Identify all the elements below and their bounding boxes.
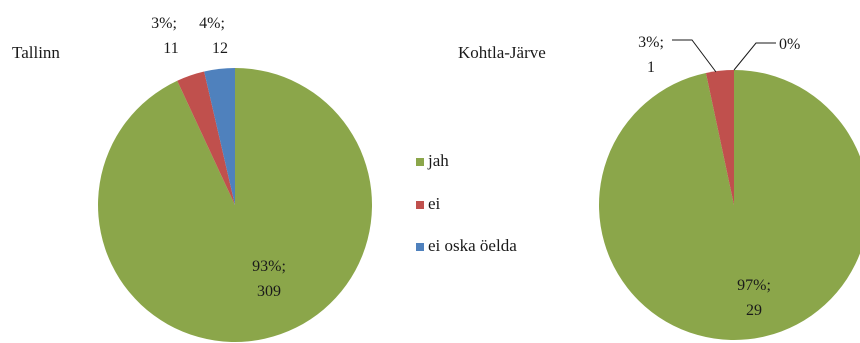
pie-slice-ei (705, 70, 734, 205)
pie-tallinn: Tallinn 3%; 11 4%; 12 93%; 309 (12, 15, 373, 342)
leader-line-kohtla-ei (672, 39, 717, 73)
pie-slice-jah (598, 70, 860, 340)
data-label-kohtla-jah-count: 29 (746, 302, 762, 319)
data-label-kohtla-unsure-percent: 0% (779, 36, 800, 53)
legend: jah ei ei oska öelda (416, 151, 517, 255)
data-label-tallinn-ei-count: 11 (163, 40, 178, 57)
legend-swatch-jah (416, 158, 424, 166)
data-label-kohtla-ei-count: 1 (647, 59, 655, 76)
leader-line-kohtla-unsure (733, 42, 776, 71)
data-label-tallinn-unsure-count: 12 (212, 40, 228, 57)
data-label-tallinn-unsure-percent: 4%; (199, 15, 225, 32)
legend-swatch-ei-oska-oelda (416, 243, 424, 251)
data-label-tallinn-jah-count: 309 (257, 283, 281, 300)
pie-slice-ei (177, 71, 235, 206)
pie-kohtla-jarve: Kohtla-Järve 3%; 1 0% 97%; 29 (458, 34, 860, 340)
data-label-kohtla-jah-percent: 97%; (737, 277, 771, 294)
legend-swatch-ei (416, 201, 424, 209)
data-label-tallinn-ei-percent: 3%; (151, 15, 177, 32)
legend-label-jah: jah (427, 151, 449, 170)
data-label-tallinn-jah-percent: 93%; (252, 258, 286, 275)
legend-label-ei: ei (428, 194, 441, 213)
pie-title-kohtla-jarve: Kohtla-Järve (458, 43, 546, 62)
data-label-kohtla-ei-percent: 3%; (638, 34, 664, 51)
pie-slice-jah (98, 68, 373, 342)
legend-label-ei-oska-oelda: ei oska öelda (428, 236, 517, 255)
pie-slice-ei-oska-öelda (204, 68, 235, 205)
pie-title-tallinn: Tallinn (12, 43, 60, 62)
